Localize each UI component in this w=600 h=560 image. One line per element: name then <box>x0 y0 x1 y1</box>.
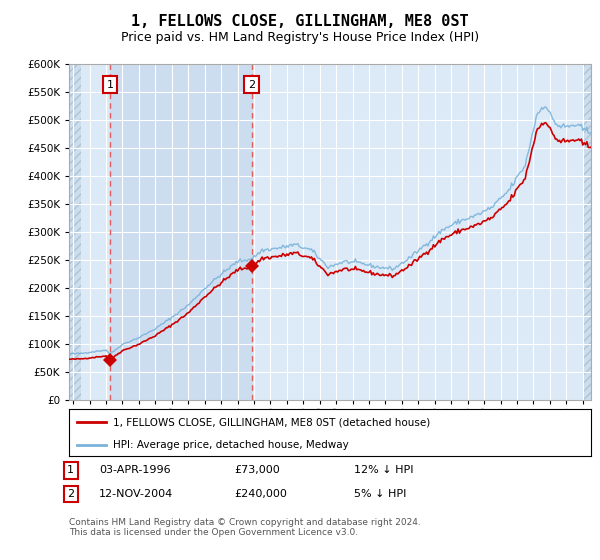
Bar <box>69 64 82 400</box>
Bar <box>583 64 591 400</box>
Text: £240,000: £240,000 <box>234 489 287 499</box>
Text: 2: 2 <box>67 489 74 499</box>
Text: 5% ↓ HPI: 5% ↓ HPI <box>354 489 406 499</box>
Text: Price paid vs. HM Land Registry's House Price Index (HPI): Price paid vs. HM Land Registry's House … <box>121 31 479 44</box>
Text: £73,000: £73,000 <box>234 465 280 475</box>
Bar <box>110 64 252 400</box>
Text: Contains HM Land Registry data © Crown copyright and database right 2024.
This d: Contains HM Land Registry data © Crown c… <box>69 518 421 538</box>
Text: 1: 1 <box>67 465 74 475</box>
Text: 1, FELLOWS CLOSE, GILLINGHAM, ME8 0ST (detached house): 1, FELLOWS CLOSE, GILLINGHAM, ME8 0ST (d… <box>113 417 431 427</box>
Text: 2: 2 <box>248 80 256 90</box>
Text: 1, FELLOWS CLOSE, GILLINGHAM, ME8 0ST: 1, FELLOWS CLOSE, GILLINGHAM, ME8 0ST <box>131 14 469 29</box>
Text: 12-NOV-2004: 12-NOV-2004 <box>99 489 173 499</box>
Text: HPI: Average price, detached house, Medway: HPI: Average price, detached house, Medw… <box>113 440 349 450</box>
Text: 03-APR-1996: 03-APR-1996 <box>99 465 170 475</box>
Text: 1: 1 <box>107 80 113 90</box>
Text: 12% ↓ HPI: 12% ↓ HPI <box>354 465 413 475</box>
